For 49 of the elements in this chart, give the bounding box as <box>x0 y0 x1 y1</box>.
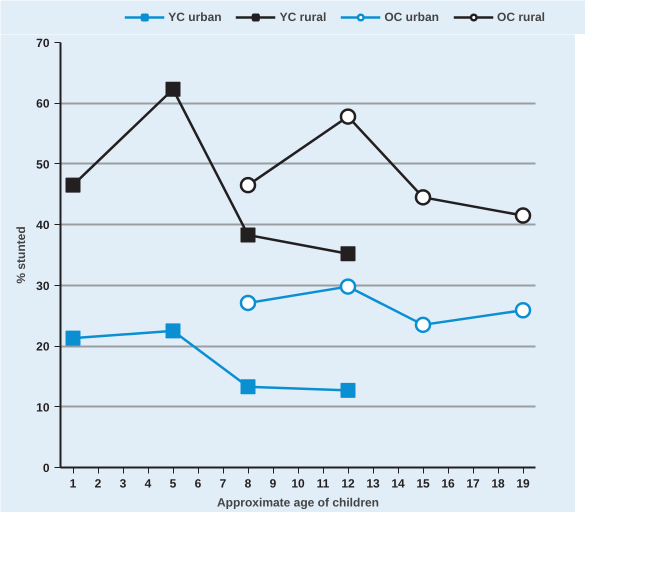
point <box>66 178 80 193</box>
x-tick-label: 7 <box>220 476 227 490</box>
y-tick-label: 60 <box>36 96 50 111</box>
point <box>66 330 80 346</box>
x-tick-label: 4 <box>144 476 152 490</box>
y-tick-label: 30 <box>36 278 50 293</box>
x-tick-label: 8 <box>244 476 252 490</box>
point <box>240 227 256 242</box>
y-tick-label: 10 <box>36 400 50 414</box>
point <box>514 207 532 224</box>
y-tick-label: 70 <box>36 36 50 50</box>
legend-label: OC rural <box>496 10 545 24</box>
y-tick-label: 20 <box>36 340 50 354</box>
x-tick-label: 17 <box>466 476 480 490</box>
x-tick-label: 6 <box>194 476 202 490</box>
x-tick-label: 1 <box>70 476 77 490</box>
point <box>340 382 356 398</box>
point <box>340 278 356 295</box>
x-tick-label: 12 <box>341 476 355 490</box>
x-tick-label: 16 <box>441 476 455 490</box>
x-tick-label: 2 <box>94 476 102 490</box>
point <box>340 108 356 125</box>
y-tick-label: 50 <box>36 157 50 172</box>
legend-label: OC urban <box>384 10 439 24</box>
point <box>240 294 256 312</box>
point <box>240 379 256 394</box>
x-tick-label: 11 <box>316 476 330 490</box>
x-tick-label: 19 <box>516 476 530 490</box>
point <box>166 82 180 97</box>
y-tick-label: 40 <box>36 218 50 232</box>
x-tick-label: 9 <box>270 476 277 490</box>
point <box>414 189 432 206</box>
legend-label: YC urban <box>168 10 222 24</box>
x-tick-label: 15 <box>416 476 430 490</box>
point <box>340 246 356 262</box>
legend-label: YC rural <box>280 10 326 24</box>
x-tick-label: 3 <box>120 476 127 490</box>
x-tick-label: 13 <box>366 476 380 490</box>
point <box>166 323 180 338</box>
x-tick-label: 5 <box>170 476 177 490</box>
x-tick-label: 14 <box>391 476 405 490</box>
y-axis-title: % stunted <box>14 226 28 284</box>
x-tick-label: 18 <box>491 476 505 490</box>
x-axis-title: Approximate age of children <box>216 496 380 510</box>
x-tick-label: 10 <box>291 476 305 490</box>
point <box>514 302 532 318</box>
y-tick-label: 0 <box>42 461 50 475</box>
point <box>414 316 432 334</box>
point <box>240 176 256 194</box>
